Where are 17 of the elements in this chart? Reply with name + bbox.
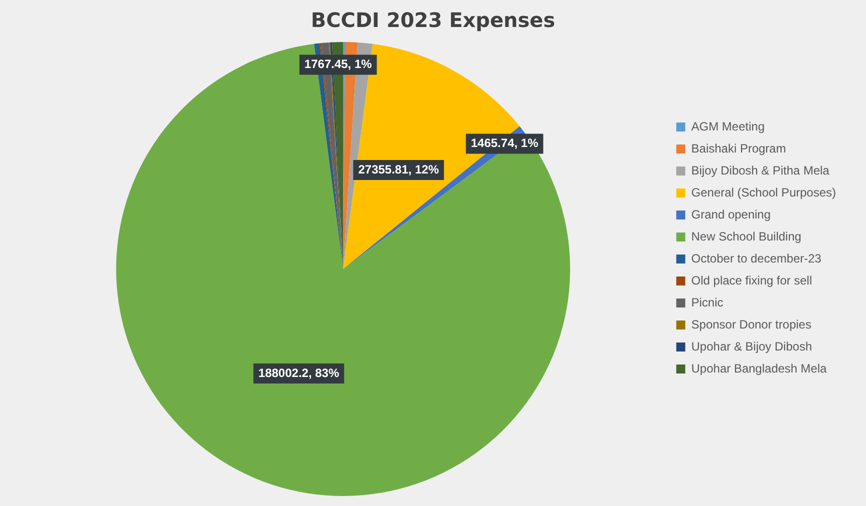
legend-label: Old place fixing for sell (691, 273, 812, 288)
legend-label: General (School Purposes) (691, 185, 836, 200)
legend-label: Grand opening (691, 207, 771, 222)
chart-title: BCCDI 2023 Expenses (310, 8, 556, 32)
legend-label: AGM Meeting (691, 119, 765, 134)
legend-label: Bijoy Dibosh & Pitha Mela (691, 163, 830, 178)
legend-label: New School Building (691, 229, 802, 244)
legend-label: Upohar Bangladesh Mela (691, 361, 828, 376)
data-label: 27355.81, 12% (358, 162, 440, 176)
legend-label: Picnic (691, 295, 724, 310)
legend-label: October to december-23 (691, 251, 822, 266)
legend-label: Baishaki Program (691, 141, 786, 156)
legend-label: Sponsor Donor tropies (691, 317, 812, 332)
data-label: 188002.2, 83% (258, 366, 340, 380)
legend-label: Upohar & Bijoy Dibosh (691, 339, 812, 354)
data-label: 1767.45, 1% (304, 57, 372, 72)
data-label: 1465.74, 1% (470, 136, 539, 150)
